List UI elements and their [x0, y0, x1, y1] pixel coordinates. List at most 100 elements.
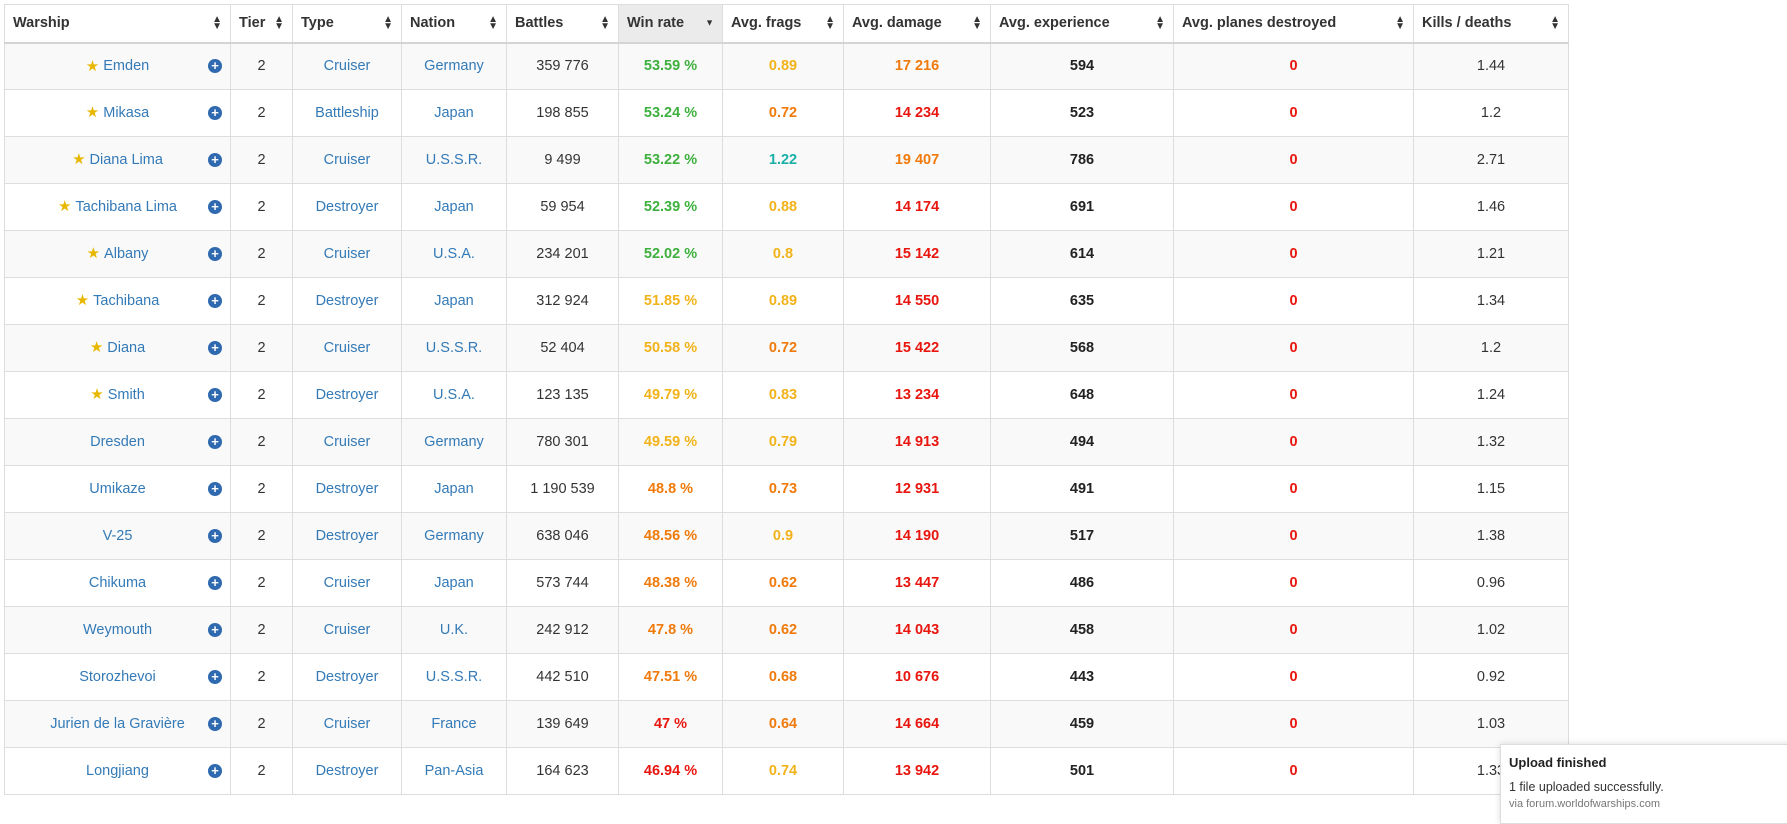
plus-circle-icon[interactable]: + [208, 388, 222, 402]
column-header-tier[interactable]: Tier ▲ ▼ [230, 4, 293, 44]
plus-circle-icon[interactable]: + [208, 153, 222, 167]
column-header-nation[interactable]: Nation ▲ ▼ [401, 4, 507, 44]
sort-icon[interactable]: ▲ ▼ [212, 14, 222, 33]
avg-damage-cell: 19 407 [843, 136, 991, 184]
column-header-battles[interactable]: Battles ▲ ▼ [506, 4, 619, 44]
tier-cell: 2 [230, 465, 293, 513]
avg-planes-destroyed-cell: 0 [1173, 89, 1414, 137]
warship-link[interactable]: Emden [103, 58, 150, 74]
avg-damage-cell: 13 447 [843, 559, 991, 607]
warship-link[interactable]: Tachibana [93, 292, 160, 309]
plus-circle-icon[interactable]: + [208, 482, 222, 496]
column-header-avg-experience[interactable]: Avg. experience ▲ ▼ [990, 4, 1174, 44]
plus-circle-icon[interactable]: + [208, 59, 222, 74]
avg-damage-cell: 10 676 [843, 653, 991, 701]
column-header-win-rate[interactable]: Win rate ▼ [618, 4, 723, 44]
win-rate-cell: 49.59 % [618, 418, 723, 466]
kills-deaths-cell: 0.96 [1413, 559, 1569, 607]
column-header-avg-frags[interactable]: Avg. frags ▲ ▼ [722, 4, 844, 44]
warship-name-wrap: Chikuma [89, 575, 146, 591]
warship-link[interactable]: Umikaze [89, 481, 146, 497]
warship-name-wrap: Storozhevoi [79, 669, 156, 685]
type-cell: Destroyer [292, 183, 402, 231]
tier-cell: 2 [230, 418, 293, 466]
avg-damage-cell: 14 043 [843, 606, 991, 654]
plus-circle-icon[interactable]: + [208, 576, 222, 590]
warship-link[interactable]: Storozhevoi [79, 669, 156, 685]
warship-name-wrap: ★ Albany [87, 246, 149, 262]
sort-icon[interactable]: ▲ ▼ [383, 14, 393, 33]
plus-circle-icon[interactable]: + [208, 200, 222, 214]
column-header-avg-planes-destroyed[interactable]: Avg. planes destroyed ▲ ▼ [1173, 4, 1414, 44]
sort-icon[interactable]: ▲ ▼ [600, 14, 610, 33]
avg-experience-cell: 523 [990, 89, 1174, 137]
tier-cell: 2 [230, 136, 293, 184]
plus-circle-icon[interactable]: + [208, 247, 222, 261]
warship-link[interactable]: Jurien de la Gravière [50, 716, 185, 732]
avg-damage-cell: 13 942 [843, 747, 991, 795]
column-header-kills-deaths[interactable]: Kills / deaths ▲ ▼ [1413, 4, 1569, 44]
avg-damage-cell: 14 174 [843, 183, 991, 231]
warship-link[interactable]: Diana [107, 339, 146, 356]
warship-link[interactable]: Albany [104, 245, 149, 262]
win-rate-cell: 48.38 % [618, 559, 723, 607]
plus-circle-icon[interactable]: + [208, 764, 222, 778]
kills-deaths-cell: 1.15 [1413, 465, 1569, 513]
plus-circle-icon[interactable]: + [208, 717, 222, 731]
column-header-avg-damage[interactable]: Avg. damage ▲ ▼ [843, 4, 991, 44]
warship-link[interactable]: Tachibana Lima [75, 198, 178, 215]
tier-cell: 2 [230, 183, 293, 231]
column-header-warship[interactable]: Warship ▲ ▼ [4, 4, 231, 44]
table-row: ★ Emden +2 Cruiser Germany 359 776 53.59 % 0.89… [4, 42, 1569, 90]
table-row: ★ Diana +2 Cruiser U.S.S.R. 52 404 50.58 % 0.72… [4, 324, 1569, 372]
battles-cell: 638 046 [506, 512, 619, 560]
warship-name-wrap: Dresden [90, 434, 145, 450]
kills-deaths-cell: 1.46 [1413, 183, 1569, 231]
type-cell: Destroyer [292, 653, 402, 701]
warship-link[interactable]: Weymouth [82, 622, 153, 638]
sort-icon[interactable]: ▲ ▼ [1550, 14, 1560, 33]
avg-planes-destroyed-cell: 0 [1173, 418, 1414, 466]
warship-link[interactable]: Mikasa [103, 104, 150, 121]
plus-circle-icon[interactable]: + [208, 529, 222, 543]
sort-desc-icon[interactable]: ▼ [705, 17, 714, 28]
avg-frags-cell: 0.8 [722, 230, 844, 278]
tier-cell: 2 [230, 512, 293, 560]
plus-circle-icon[interactable]: + [208, 670, 222, 684]
star-icon: ★ [85, 104, 100, 122]
plus-circle-icon[interactable]: + [208, 435, 222, 449]
avg-frags-cell: 0.89 [722, 42, 844, 90]
sort-icon[interactable]: ▲ ▼ [1395, 14, 1405, 33]
nation-cell: U.S.S.R. [401, 324, 507, 372]
upload-toast[interactable]: Upload finished 1 file uploaded successf… [1500, 744, 1787, 824]
plus-circle-icon[interactable]: + [208, 623, 222, 637]
column-header-type[interactable]: Type ▲ ▼ [292, 4, 402, 44]
kills-deaths-cell: 1.38 [1413, 512, 1569, 560]
sort-icon[interactable]: ▲ ▼ [825, 14, 835, 33]
type-cell: Destroyer [292, 747, 402, 795]
table-body: ★ Emden +2 Cruiser Germany 359 776 53.59 % 0.89… [4, 42, 1569, 795]
win-rate-cell: 50.58 % [618, 324, 723, 372]
tier-cell: 2 [230, 653, 293, 701]
sort-icon[interactable]: ▲ ▼ [1155, 14, 1165, 33]
avg-frags-cell: 0.62 [722, 606, 844, 654]
sort-icon[interactable]: ▲ ▼ [274, 14, 284, 33]
warship-cell: ★ Albany + [4, 230, 231, 278]
avg-frags-cell: 0.73 [722, 465, 844, 513]
nation-cell: Japan [401, 465, 507, 513]
battles-cell: 359 776 [506, 42, 619, 90]
warship-link[interactable]: Chikuma [88, 575, 147, 591]
avg-frags-cell: 0.62 [722, 559, 844, 607]
plus-circle-icon[interactable]: + [208, 341, 222, 355]
plus-circle-icon[interactable]: + [208, 294, 222, 308]
warship-link[interactable]: Smith [107, 386, 145, 403]
warship-link[interactable]: Dresden [90, 434, 145, 450]
plus-circle-icon[interactable]: + [208, 106, 222, 120]
kills-deaths-cell: 1.32 [1413, 418, 1569, 466]
warship-link[interactable]: V-25 [102, 528, 133, 544]
avg-experience-cell: 691 [990, 183, 1174, 231]
sort-icon[interactable]: ▲ ▼ [488, 14, 498, 33]
sort-icon[interactable]: ▲ ▼ [972, 14, 982, 33]
warship-link[interactable]: Longjiang [86, 763, 149, 779]
warship-link[interactable]: Diana Lima [89, 151, 163, 168]
